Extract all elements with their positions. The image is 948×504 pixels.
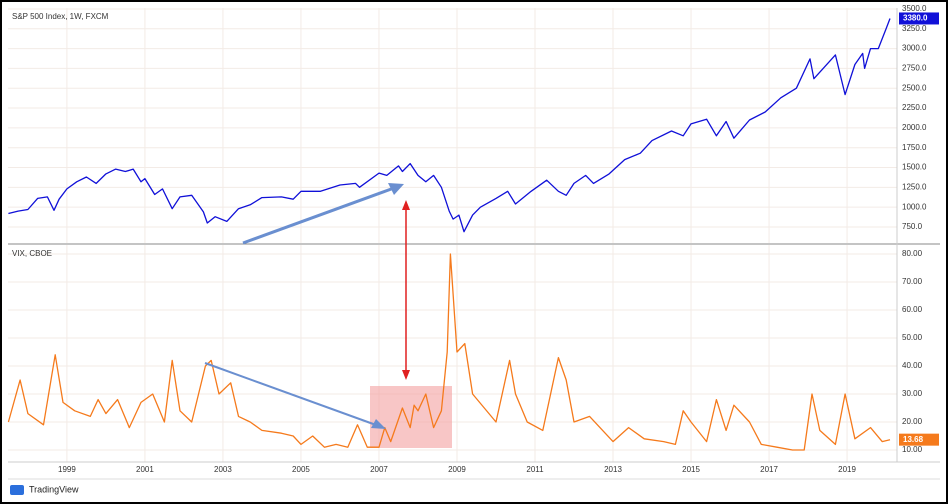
y-tick-label: 1500.0 <box>902 163 927 172</box>
highlight-box <box>370 386 452 448</box>
y-tick-label: 40.00 <box>902 361 923 370</box>
panel-title: S&P 500 Index, 1W, FXCM <box>12 12 109 21</box>
y-tick-label: 2750.0 <box>902 64 927 73</box>
y-tick-label: 20.00 <box>902 417 923 426</box>
panel-title: VIX, CBOE <box>12 249 52 258</box>
y-tick-label: 10.00 <box>902 445 923 454</box>
x-tick-label: 2003 <box>214 465 232 474</box>
last-price-label: 13.68 <box>903 435 924 444</box>
x-tick-label: 2005 <box>292 465 310 474</box>
y-tick-label: 3500.0 <box>902 4 927 13</box>
y-tick-label: 2500.0 <box>902 83 927 92</box>
y-tick-label: 750.0 <box>902 222 923 231</box>
last-price-tag <box>899 12 939 25</box>
arrow-head <box>388 183 404 195</box>
y-tick-label: 2250.0 <box>902 103 927 112</box>
price-line <box>7 253 891 451</box>
x-tick-label: 2001 <box>136 465 154 474</box>
x-tick-label: 2017 <box>760 465 778 474</box>
x-tick-label: 2019 <box>838 465 856 474</box>
last-price-label: 3380.0 <box>903 14 928 23</box>
y-tick-label: 50.00 <box>902 333 923 342</box>
annotation-arrow <box>204 362 377 426</box>
x-tick-label: 2011 <box>526 465 544 474</box>
y-tick-label: 3000.0 <box>902 44 927 53</box>
arrow-head <box>402 370 410 380</box>
x-tick-label: 2015 <box>682 465 700 474</box>
y-tick-label: 2000.0 <box>902 123 927 132</box>
x-tick-label: 1999 <box>58 465 76 474</box>
y-tick-label: 60.00 <box>902 305 923 314</box>
y-tick-label: 30.00 <box>902 389 923 398</box>
arrow-head <box>402 200 410 210</box>
y-tick-label: 80.00 <box>902 249 923 258</box>
y-tick-label: 1000.0 <box>902 202 927 211</box>
arrow-head <box>371 419 386 429</box>
y-tick-label: 3250.0 <box>902 24 927 33</box>
price-line <box>8 18 891 233</box>
annotation-arrow <box>242 186 395 245</box>
x-tick-label: 2009 <box>448 465 466 474</box>
line-layer <box>7 18 891 451</box>
x-tick-label: 2013 <box>604 465 622 474</box>
grid-layer <box>8 8 897 462</box>
x-tick-label: 2007 <box>370 465 388 474</box>
last-price-tag <box>899 433 939 446</box>
footer-brand: TradingView <box>29 484 79 494</box>
y-tick-label: 70.00 <box>902 277 923 286</box>
y-tick-label: 1250.0 <box>902 182 927 191</box>
logo-icon <box>10 485 24 495</box>
y-tick-label: 1750.0 <box>902 143 927 152</box>
